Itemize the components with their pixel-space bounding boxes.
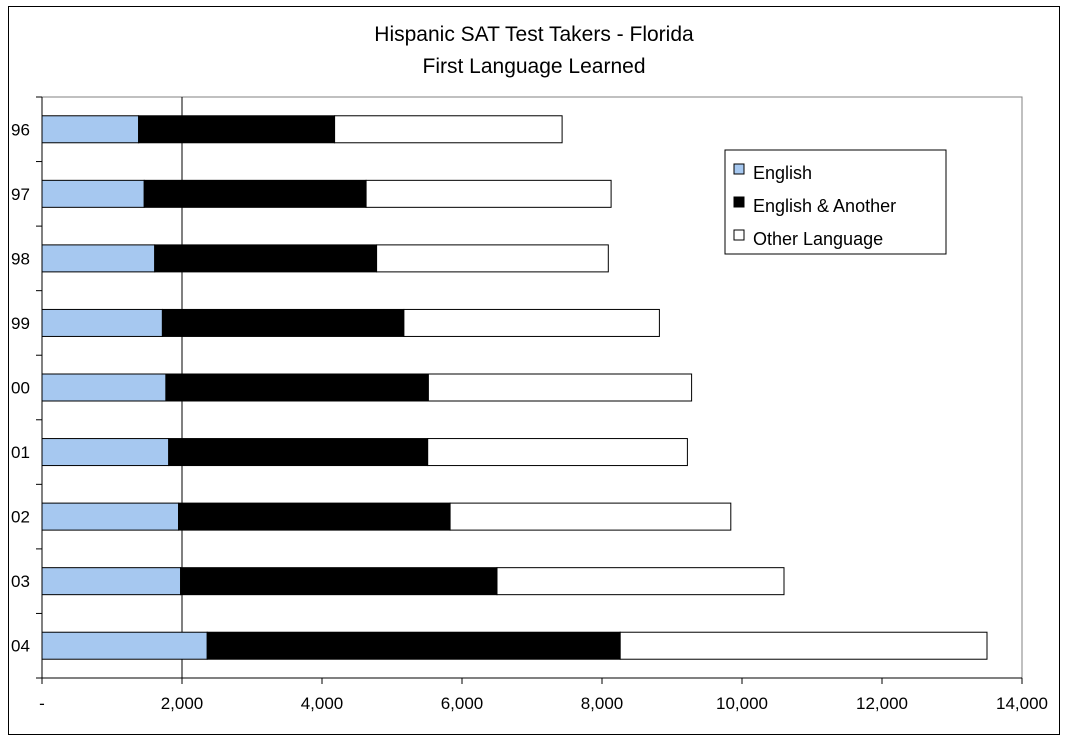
bar-other-language-04 — [619, 631, 988, 660]
bar-english-99 — [41, 308, 163, 337]
chart-title: Hispanic SAT Test Takers - Florida — [374, 23, 694, 46]
bar-english-97 — [41, 179, 145, 208]
chart-subtitle: First Language Learned — [423, 55, 646, 78]
y-tick-label: 00 — [11, 379, 30, 398]
legend-box — [724, 149, 947, 255]
bar-english-03 — [41, 567, 182, 596]
x-tick-label: 4,000 — [301, 694, 344, 713]
bar-english-another-98 — [154, 244, 378, 273]
chart: Hispanic SAT Test Takers - Florida First… — [11, 23, 1048, 713]
bar-english-another-02 — [178, 502, 451, 531]
y-tick-label: 97 — [11, 185, 30, 204]
bar-english-another-96 — [138, 115, 336, 144]
bar-english-another-03 — [180, 567, 498, 596]
y-tick-label: 98 — [11, 249, 30, 268]
bar-other-language-96 — [334, 115, 563, 144]
x-tick-label: 10,000 — [716, 694, 768, 713]
bar-english-another-04 — [206, 631, 621, 660]
bar-english-01 — [41, 438, 170, 467]
x-tick-label: 6,000 — [441, 694, 484, 713]
x-tick-label: - — [39, 694, 45, 713]
axes: 96 97 98 99 00 01 02 03 04 - 2,000 4,000 6,000 8,000 1… — [11, 96, 1048, 713]
plot-area — [41, 96, 1023, 679]
bar-english-04 — [41, 631, 208, 660]
bar-english-another-00 — [165, 373, 429, 402]
bar-other-language-99 — [403, 308, 660, 337]
bar-other-language-01 — [427, 438, 688, 467]
x-tick-label: 8,000 — [581, 694, 624, 713]
bar-english-96 — [41, 115, 140, 144]
y-tick-label: 99 — [11, 314, 30, 333]
chart-frame: Hispanic SAT Test Takers - Florida First… — [8, 6, 1060, 735]
x-tick-label: 2,000 — [161, 694, 204, 713]
legend-label: English — [753, 163, 812, 183]
legend-label: Other Language — [753, 229, 883, 249]
bar-english-02 — [41, 502, 179, 531]
bar-other-language-97 — [365, 179, 612, 208]
legend: English English & Another Other Language — [724, 149, 947, 255]
y-tick-label: 02 — [11, 508, 30, 527]
x-tick-label: 12,000 — [856, 694, 908, 713]
bar-english-another-01 — [168, 438, 429, 467]
legend-swatch — [733, 229, 745, 241]
y-tick-label: 04 — [11, 637, 30, 656]
y-tick-label: 03 — [11, 572, 30, 591]
legend-swatch — [733, 196, 745, 208]
y-tick-label: 96 — [11, 120, 30, 139]
bar-english-00 — [41, 373, 167, 402]
legend-swatch — [733, 163, 745, 175]
bar-other-language-03 — [496, 567, 785, 596]
bar-english-another-99 — [161, 308, 405, 337]
legend-label: English & Another — [753, 196, 896, 216]
bar-english-another-97 — [143, 179, 367, 208]
x-tick-label: 14,000 — [996, 694, 1048, 713]
bar-english-98 — [41, 244, 156, 273]
y-tick-label: 01 — [11, 443, 30, 462]
bar-other-language-98 — [376, 244, 609, 273]
bar-other-language-00 — [427, 373, 693, 402]
bar-other-language-02 — [449, 502, 732, 531]
